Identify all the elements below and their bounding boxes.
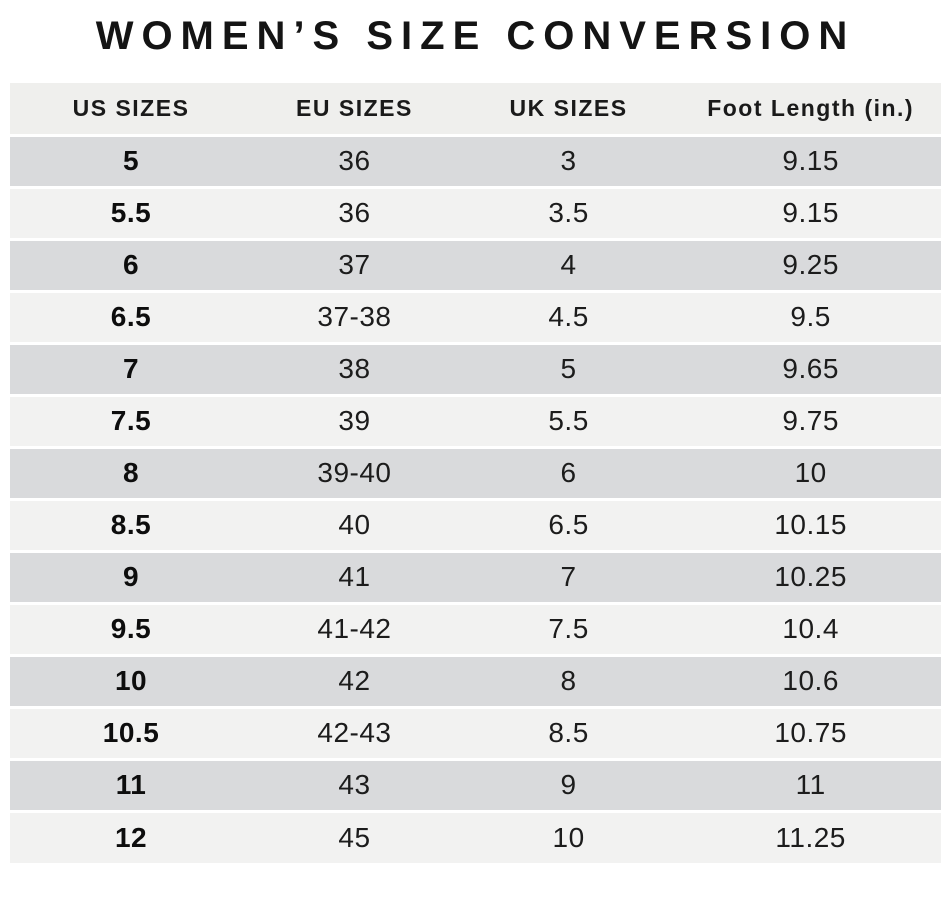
table-cell: 10 <box>456 809 681 863</box>
table-row: 5.5 36 3.5 9.15 <box>10 185 941 239</box>
table-cell: 36 <box>252 185 457 239</box>
table-row: 9.5 41-42 7.5 10.4 <box>10 601 941 655</box>
table-cell: 10 <box>680 445 941 499</box>
table-row: 5 36 3 9.15 <box>10 133 941 187</box>
column-header-us-sizes: US SIZES <box>10 83 253 135</box>
table-cell: 10.75 <box>680 705 941 759</box>
size-conversion-table: US SIZES EU SIZES UK SIZES Foot Length (… <box>10 83 941 863</box>
table-cell: 42-43 <box>252 705 457 759</box>
table-cell: 9.5 <box>10 601 253 655</box>
table-cell: 8.5 <box>456 705 681 759</box>
table-cell: 3.5 <box>456 185 681 239</box>
table-cell: 41-42 <box>252 601 457 655</box>
table-cell: 5.5 <box>10 185 253 239</box>
table-cell: 4 <box>456 237 681 291</box>
table-cell: 36 <box>252 133 457 187</box>
table-row: 10.5 42-43 8.5 10.75 <box>10 705 941 759</box>
table-cell: 10.15 <box>680 497 941 551</box>
table-cell: 7 <box>456 549 681 603</box>
table-cell: 7 <box>10 341 253 395</box>
table-row: 8 39-40 6 10 <box>10 445 941 499</box>
table-header-row: US SIZES EU SIZES UK SIZES Foot Length (… <box>10 83 941 135</box>
table-row: 6 37 4 9.25 <box>10 237 941 291</box>
table-cell: 45 <box>252 809 457 863</box>
table-cell: 41 <box>252 549 457 603</box>
table-cell: 40 <box>252 497 457 551</box>
size-conversion-page: WOMEN’S SIZE CONVERSION US SIZES EU SIZE… <box>0 14 951 917</box>
table-cell: 37-38 <box>252 289 457 343</box>
table-cell: 9.15 <box>680 133 941 187</box>
table-cell: 39 <box>252 393 457 447</box>
table-cell: 9 <box>10 549 253 603</box>
table-row: 7 38 5 9.65 <box>10 341 941 395</box>
table-row: 6.5 37-38 4.5 9.5 <box>10 289 941 343</box>
table-cell: 39-40 <box>252 445 457 499</box>
table-cell: 10.5 <box>10 705 253 759</box>
table-cell: 5 <box>456 341 681 395</box>
table-row: 12 45 10 11.25 <box>10 809 941 863</box>
table-cell: 11 <box>10 757 253 811</box>
table-cell: 6.5 <box>10 289 253 343</box>
column-header-foot-length: Foot Length (in.) <box>680 83 941 135</box>
table-cell: 9 <box>456 757 681 811</box>
table-cell: 10.4 <box>680 601 941 655</box>
table-cell: 7.5 <box>10 393 253 447</box>
table-row: 11 43 9 11 <box>10 757 941 811</box>
table-cell: 12 <box>10 809 253 863</box>
table-cell: 9.25 <box>680 237 941 291</box>
table-cell: 9.65 <box>680 341 941 395</box>
table-cell: 9.75 <box>680 393 941 447</box>
table-cell: 11 <box>680 757 941 811</box>
table-cell: 3 <box>456 133 681 187</box>
column-header-eu-sizes: EU SIZES <box>252 83 457 135</box>
table-cell: 9.15 <box>680 185 941 239</box>
table-cell: 6 <box>10 237 253 291</box>
table-cell: 4.5 <box>456 289 681 343</box>
table-cell: 8 <box>456 653 681 707</box>
table-cell: 10 <box>10 653 253 707</box>
column-header-uk-sizes: UK SIZES <box>456 83 681 135</box>
table-cell: 7.5 <box>456 601 681 655</box>
table-cell: 10.6 <box>680 653 941 707</box>
table-container: US SIZES EU SIZES UK SIZES Foot Length (… <box>10 83 941 863</box>
table-cell: 11.25 <box>680 809 941 863</box>
table-cell: 6 <box>456 445 681 499</box>
table-cell: 43 <box>252 757 457 811</box>
table-cell: 37 <box>252 237 457 291</box>
table-cell: 9.5 <box>680 289 941 343</box>
page-title: WOMEN’S SIZE CONVERSION <box>95 14 856 58</box>
table-row: 9 41 7 10.25 <box>10 549 941 603</box>
table-cell: 8 <box>10 445 253 499</box>
table-cell: 5.5 <box>456 393 681 447</box>
table-cell: 38 <box>252 341 457 395</box>
table-row: 8.5 40 6.5 10.15 <box>10 497 941 551</box>
table-row: 10 42 8 10.6 <box>10 653 941 707</box>
table-cell: 10.25 <box>680 549 941 603</box>
table-cell: 8.5 <box>10 497 253 551</box>
table-cell: 42 <box>252 653 457 707</box>
table-cell: 5 <box>10 133 253 187</box>
table-body: 5 36 3 9.15 5.5 36 3.5 9.15 6 37 4 9.25 6.5 37-38 4.5 9… <box>10 133 941 863</box>
table-row: 7.5 39 5.5 9.75 <box>10 393 941 447</box>
table-cell: 6.5 <box>456 497 681 551</box>
